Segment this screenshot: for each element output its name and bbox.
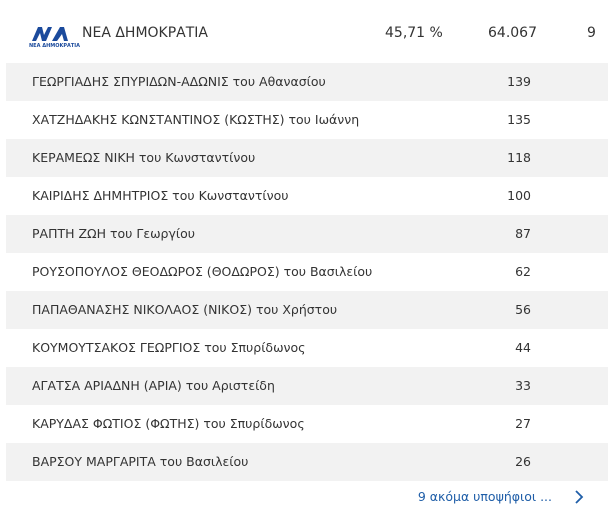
candidate-votes: 100 xyxy=(507,188,531,203)
candidate-row: ΚΟΥΜΟΥΤΣΑΚΟΣ ΓΕΩΡΓΙΟΣ του Σπυρίδωνος 44 xyxy=(6,329,608,367)
candidate-votes: 56 xyxy=(515,302,531,317)
candidate-row: ΒΑΡΣΟΥ ΜΑΡΓΑΡΙΤΑ του Βασιλείου 26 xyxy=(6,443,608,481)
candidate-votes: 27 xyxy=(515,416,531,431)
party-percent: 45,71 % xyxy=(385,25,443,41)
candidate-votes: 118 xyxy=(507,150,531,165)
candidate-votes: 139 xyxy=(507,74,531,89)
logo-caption: ΝΕΑ ΔΗΜΟΚΡΑΤΙΑ xyxy=(29,43,81,49)
candidate-name: ΠΑΠΑΘΑΝΑΣΗΣ ΝΙΚΟΛΑΟΣ (ΝΙΚΟΣ) του Χρήστου xyxy=(32,302,338,317)
candidate-row: ΑΓΑΤΣΑ ΑΡΙΑΔΝΗ (ΑΡΙΑ) του Αριστείδη 33 xyxy=(6,367,608,405)
candidate-votes: 26 xyxy=(515,454,531,469)
candidate-row: ΚΑΡΥΔΑΣ ΦΩΤΙΟΣ (ΦΩΤΗΣ) του Σπυρίδωνος 27 xyxy=(6,405,608,443)
candidate-row: ΚΕΡΑΜΕΩΣ ΝΙΚΗ του Κωνσταντίνου 118 xyxy=(6,139,608,177)
candidate-name: ΚΕΡΑΜΕΩΣ ΝΙΚΗ του Κωνσταντίνου xyxy=(32,150,256,165)
candidate-name: ΚΑΡΥΔΑΣ ΦΩΤΙΟΣ (ΦΩΤΗΣ) του Σπυρίδωνος xyxy=(32,416,305,431)
candidate-row: ΡΑΠΤΗ ΖΩΗ του Γεωργίου 87 xyxy=(6,215,608,253)
candidate-name: ΧΑΤΖΗΔΑΚΗΣ ΚΩΝΣΤΑΝΤΙΝΟΣ (ΚΩΣΤΗΣ) του Ιωά… xyxy=(32,112,360,127)
party-name: ΝΕΑ ΔΗΜΟΚΡΑΤΙΑ xyxy=(82,25,209,41)
candidate-votes: 87 xyxy=(515,226,531,241)
candidate-row: ΡΟΥΣΟΠΟΥΛΟΣ ΘΕΟΔΩΡΟΣ (ΘΟΔΩΡΟΣ) του Βασιλ… xyxy=(6,253,608,291)
candidate-name: ΒΑΡΣΟΥ ΜΑΡΓΑΡΙΤΑ του Βασιλείου xyxy=(32,454,249,469)
party-header: ΝΕΑ ΔΗΜΟΚΡΑΤΙΑ ΝΕΑ ΔΗΜΟΚΡΑΤΙΑ 45,71 % 64… xyxy=(0,0,608,63)
candidate-name: ΡΑΠΤΗ ΖΩΗ του Γεωργίου xyxy=(32,226,195,241)
candidate-row: ΓΕΩΡΓΙΑΔΗΣ ΣΠΥΡΙΔΩΝ-ΑΔΩΝΙΣ του Αθανασίου… xyxy=(6,63,608,101)
party-seats: 9 xyxy=(587,25,596,41)
candidate-row: ΚΑΙΡΙΔΗΣ ΔΗΜΗΤΡΙΟΣ του Κωνσταντίνου 100 xyxy=(6,177,608,215)
candidate-name: ΚΟΥΜΟΥΤΣΑΚΟΣ ΓΕΩΡΓΙΟΣ του Σπυρίδωνος xyxy=(32,340,306,355)
candidate-votes: 44 xyxy=(515,340,531,355)
candidate-name: ΡΟΥΣΟΠΟΥΛΟΣ ΘΕΟΔΩΡΟΣ (ΘΟΔΩΡΟΣ) του Βασιλ… xyxy=(32,264,373,279)
more-candidates-link[interactable]: 9 ακόμα υποψήφιοι ... xyxy=(417,489,552,504)
party-votes: 64.067 xyxy=(488,25,537,41)
candidate-votes: 62 xyxy=(515,264,531,279)
expand-chevron[interactable] xyxy=(573,490,585,504)
candidate-name: ΓΕΩΡΓΙΑΔΗΣ ΣΠΥΡΙΔΩΝ-ΑΔΩΝΙΣ του Αθανασίου xyxy=(32,74,326,89)
party-logo xyxy=(32,27,68,41)
candidate-name: ΑΓΑΤΣΑ ΑΡΙΑΔΝΗ (ΑΡΙΑ) του Αριστείδη xyxy=(32,378,275,393)
candidate-row: ΠΑΠΑΘΑΝΑΣΗΣ ΝΙΚΟΛΑΟΣ (ΝΙΚΟΣ) του Χρήστου… xyxy=(6,291,608,329)
candidate-votes: 135 xyxy=(507,112,531,127)
candidate-row: ΧΑΤΖΗΔΑΚΗΣ ΚΩΝΣΤΑΝΤΙΝΟΣ (ΚΩΣΤΗΣ) του Ιωά… xyxy=(6,101,608,139)
candidate-name: ΚΑΙΡΙΔΗΣ ΔΗΜΗΤΡΙΟΣ του Κωνσταντίνου xyxy=(32,188,289,203)
candidate-votes: 33 xyxy=(515,378,531,393)
